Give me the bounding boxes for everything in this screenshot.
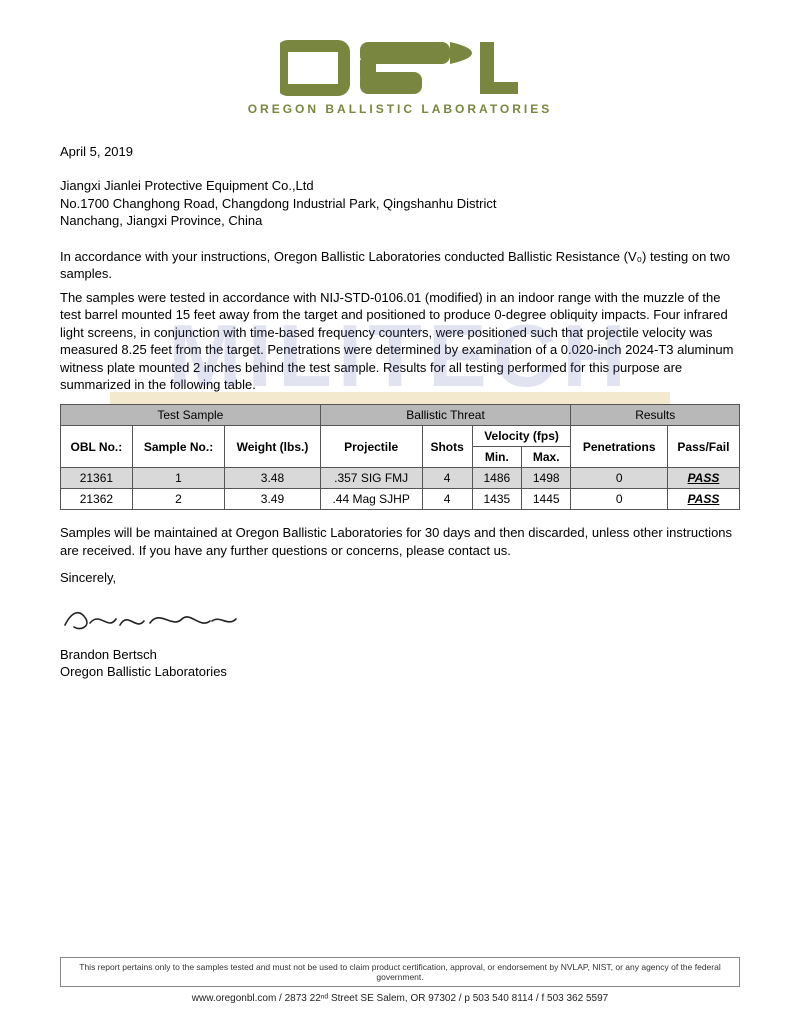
th-penetrations: Penetrations — [571, 426, 667, 468]
recipient-line-2: No.1700 Changhong Road, Changdong Indust… — [60, 195, 740, 213]
method-paragraph: The samples were tested in accordance wi… — [60, 289, 740, 394]
th-weight: Weight (lbs.) — [225, 426, 320, 468]
cell-shots: 4 — [422, 468, 472, 489]
table-row: 21362 2 3.49 .44 Mag SJHP 4 1435 1445 0 … — [61, 489, 740, 510]
page-footer: This report pertains only to the samples… — [60, 957, 740, 1004]
th-sample-no: Sample No.: — [132, 426, 225, 468]
cell-weight: 3.48 — [225, 468, 320, 489]
cell-projectile: .357 SIG FMJ — [320, 468, 422, 489]
cell-projectile: .44 Mag SJHP — [320, 489, 422, 510]
cell-penetrations: 0 — [571, 468, 667, 489]
cell-passfail: PASS — [667, 468, 739, 489]
th-shots: Shots — [422, 426, 472, 468]
cell-sample-no: 2 — [132, 489, 225, 510]
cell-shots: 4 — [422, 489, 472, 510]
signer-block: Brandon Bertsch Oregon Ballistic Laborat… — [60, 647, 740, 681]
th-vmin: Min. — [472, 447, 521, 468]
recipient-address: Jiangxi Jianlei Protective Equipment Co.… — [60, 177, 740, 230]
closing-salutation: Sincerely, — [60, 569, 740, 587]
recipient-line-1: Jiangxi Jianlei Protective Equipment Co.… — [60, 177, 740, 195]
letter-date: April 5, 2019 — [60, 144, 740, 159]
cell-sample-no: 1 — [132, 468, 225, 489]
cell-vmax: 1498 — [522, 468, 571, 489]
signer-org: Oregon Ballistic Laboratories — [60, 664, 740, 681]
th-passfail: Pass/Fail — [667, 426, 739, 468]
cell-vmax: 1445 — [522, 489, 571, 510]
cell-vmin: 1435 — [472, 489, 521, 510]
disclaimer-text: This report pertains only to the samples… — [60, 957, 740, 987]
th-results: Results — [571, 405, 740, 426]
logo-block: OREGON BALLISTIC LABORATORIES — [60, 40, 740, 116]
cell-penetrations: 0 — [571, 489, 667, 510]
logo-subtitle: OREGON BALLISTIC LABORATORIES — [248, 102, 553, 116]
obl-logo-icon — [280, 40, 520, 100]
signer-name: Brandon Bertsch — [60, 647, 740, 664]
table-row: 21361 1 3.48 .357 SIG FMJ 4 1486 1498 0 … — [61, 468, 740, 489]
cell-passfail: PASS — [667, 489, 739, 510]
cell-obl-no: 21361 — [61, 468, 133, 489]
recipient-line-3: Nanchang, Jiangxi Province, China — [60, 212, 740, 230]
th-velocity: Velocity (fps) — [472, 426, 571, 447]
cell-vmin: 1486 — [472, 468, 521, 489]
intro-paragraph: In accordance with your instructions, Or… — [60, 248, 740, 283]
th-projectile: Projectile — [320, 426, 422, 468]
th-obl-no: OBL No.: — [61, 426, 133, 468]
th-test-sample: Test Sample — [61, 405, 321, 426]
signature-image — [60, 601, 740, 639]
th-ballistic-threat: Ballistic Threat — [320, 405, 571, 426]
cell-obl-no: 21362 — [61, 489, 133, 510]
th-vmax: Max. — [522, 447, 571, 468]
retention-paragraph: Samples will be maintained at Oregon Bal… — [60, 524, 740, 559]
footer-contact: www.oregonbl.com / 2873 22ⁿᵈ Street SE S… — [60, 993, 740, 1004]
cell-weight: 3.49 — [225, 489, 320, 510]
results-table: Test Sample Ballistic Threat Results OBL… — [60, 404, 740, 510]
